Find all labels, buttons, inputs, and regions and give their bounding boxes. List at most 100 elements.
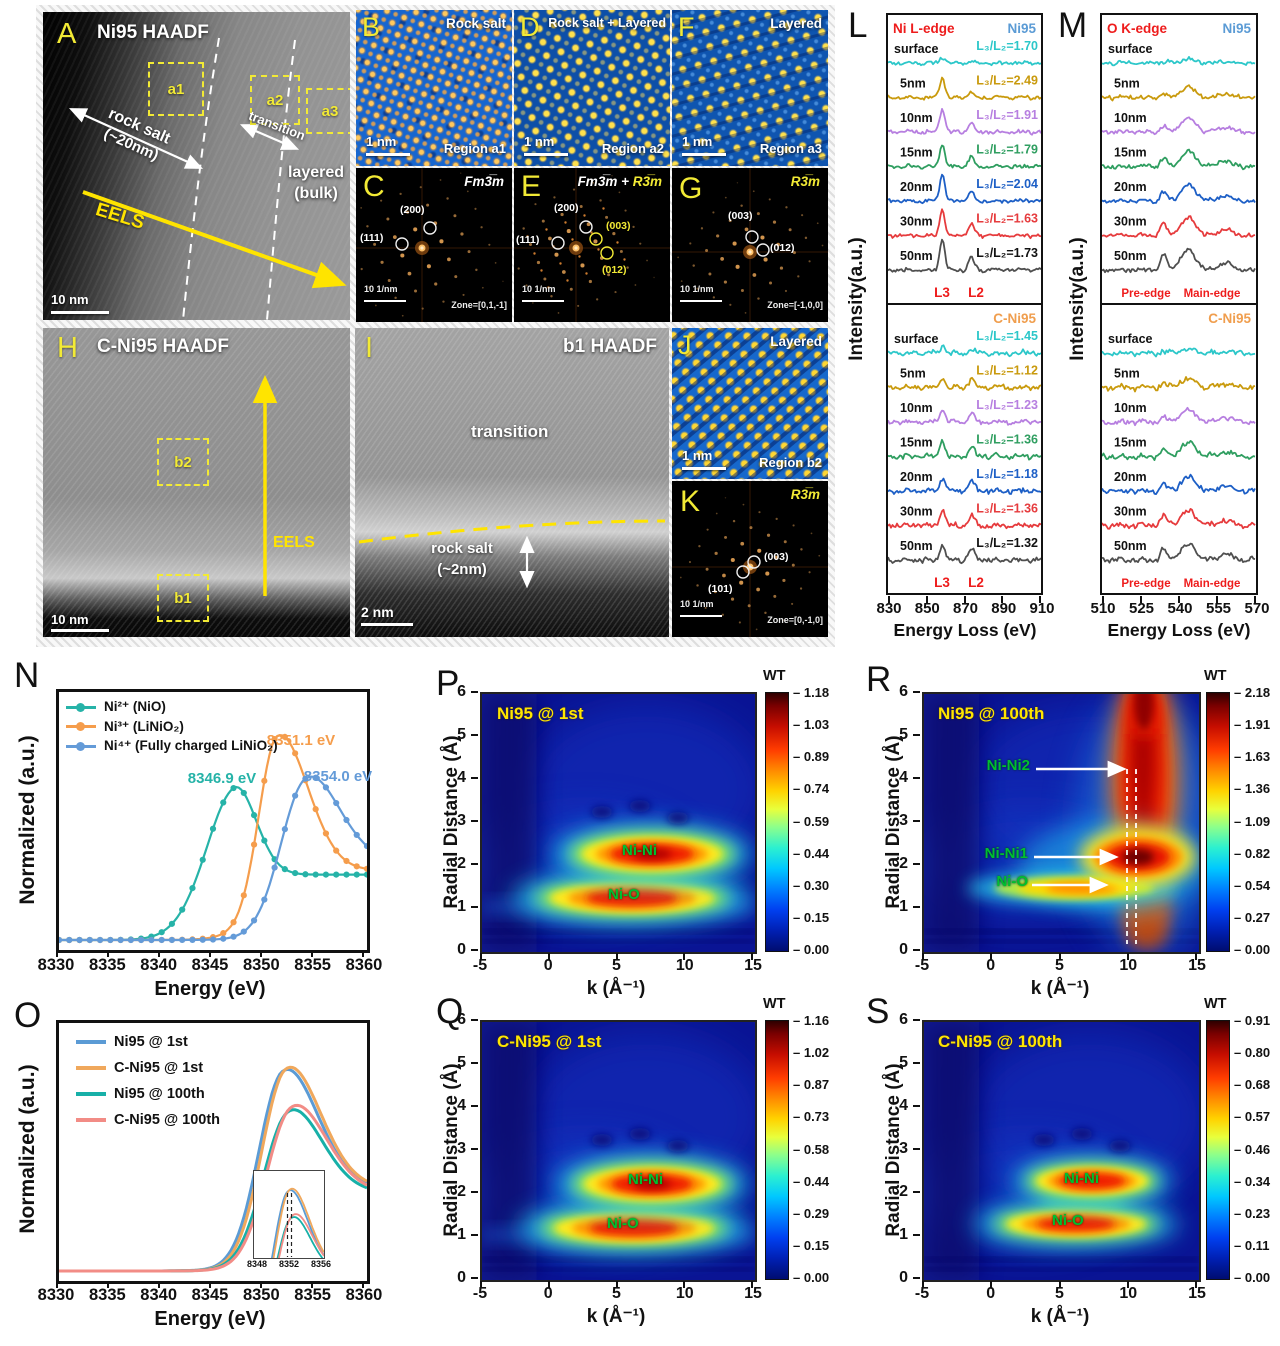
svg-text-label: L₃/L₂=1.63 [976, 212, 1038, 226]
svg-text-label: 10nm [1114, 401, 1147, 415]
fft-spot [688, 560, 692, 564]
svg-text-label: 10nm [1114, 111, 1147, 125]
panel-r-heatmap [918, 669, 1219, 954]
data-point-marker [148, 936, 155, 944]
colorbar-tick-label: – 0.80 [1234, 1045, 1271, 1061]
tick-mark [913, 820, 920, 822]
eels-trace [1101, 215, 1256, 239]
fft-spot [453, 214, 457, 218]
fft-spot [624, 209, 627, 212]
data-point-marker [271, 864, 278, 871]
fft-spot [592, 181, 595, 184]
x-tick-label: 510 [1090, 600, 1116, 617]
fft-spot-ring [579, 220, 593, 234]
tick-mark [913, 1277, 920, 1279]
panel-k: K R3̅m (003) (101) 10 1/nm Zone=[0,-1,0] [672, 481, 828, 637]
fft-spot [804, 236, 808, 240]
fft-spot [442, 300, 445, 303]
colorbar-tick-label: – 1.09 [1234, 813, 1271, 829]
tick-mark [471, 691, 478, 693]
data-point-marker [363, 871, 371, 878]
fft-spot [766, 533, 771, 537]
tick-mark [615, 1281, 618, 1288]
panel-l-cni95-plot: C-Ni95 surface L₃/L₂=1.45 5nm L₃/L₂=1.12 10nm… [886, 303, 1043, 595]
data-point-marker [250, 917, 258, 924]
fft-center-spot-core [420, 246, 424, 250]
colorbar-tick-label: – 0.74 [793, 781, 830, 797]
fft-spot [439, 179, 442, 181]
svg-text-label: L₃/L₂=2.49 [976, 74, 1038, 88]
panel-m-letter: M [1058, 6, 1088, 45]
tick-mark [311, 1281, 313, 1288]
fft-spot [439, 239, 444, 244]
fft-spot [580, 263, 585, 268]
tick-mark [158, 950, 160, 957]
svg-text-label: 15nm [900, 146, 933, 160]
panel-k-fft-pattern [672, 481, 828, 637]
y-tick-label: 5 [457, 1054, 466, 1071]
svg-text-label: 5nm [1114, 367, 1140, 381]
fft-spot [749, 526, 753, 530]
colorbar-tick-label: – 0.82 [1234, 845, 1271, 861]
panel-n-xlabel: Energy (eV) [154, 978, 266, 1000]
fft-spot [705, 567, 709, 571]
legend-item: Ni⁴⁺ (Fully charged LiNiO₂) [66, 738, 278, 754]
heatmap-blob [1033, 1134, 1055, 1146]
data-point-marker [271, 736, 278, 743]
panel-g: G R3̅m (003) (012) 10 1/nm Zone=[-1,0,0] [672, 168, 828, 322]
colorbar-tick-label: – 0.57 [1234, 1109, 1271, 1125]
data-point-marker [138, 936, 145, 944]
svg-text-label: Main-edge [1184, 578, 1241, 590]
fft-spot [713, 590, 717, 594]
panel-k-phase: R3̅m [790, 487, 820, 502]
fft-spot [708, 272, 712, 276]
data-point-marker [322, 784, 330, 791]
fft-spot [730, 557, 735, 563]
fft-spot [765, 571, 770, 576]
colorbar-tick-label: – 0.34 [1234, 1173, 1271, 1189]
panel-l-x-ticks: 830 850 870 890 910 [870, 600, 1061, 617]
svg-text-label: Ni95 [1007, 21, 1036, 36]
fft-spot [756, 212, 760, 216]
eels-trace [887, 144, 1042, 170]
fft-spot [808, 260, 811, 263]
eels-trace [1101, 473, 1256, 495]
panel-q-colorbar-ticks: – 1.16 – 1.02 – 0.87 – 0.73 – 0.58 – 0.44 – 0.… [793, 1013, 829, 1285]
panel-g-phase: R3̅m [790, 174, 820, 189]
scale-bar [524, 153, 568, 156]
data-point-marker [250, 812, 258, 819]
panel-a-overlay [68, 37, 347, 320]
x-tick-label: 525 [1128, 600, 1155, 617]
tick-mark [471, 1062, 478, 1064]
spot-003-label: (003) [764, 551, 789, 563]
fft-spot [773, 594, 777, 598]
svg-text-label: L₃/L₂=1.70 [976, 39, 1038, 53]
panel-o-x-tick-marks [56, 1281, 364, 1288]
x-tick-label: -5 [472, 957, 488, 974]
fft-spot [782, 578, 786, 583]
x-tick-label: 15 [744, 957, 762, 974]
panel-b: B Rock salt 1 nm Region a1 [356, 10, 512, 166]
eels-trace [887, 543, 1042, 565]
eels-trace [887, 56, 1042, 67]
data-point-marker [281, 866, 288, 873]
y-tick-label: 4 [899, 1097, 908, 1114]
y-tick-label: 5 [899, 726, 908, 743]
y-tick-label: 4 [899, 769, 908, 786]
heatmap-blob [591, 1134, 613, 1146]
fft-spot [776, 242, 781, 247]
region-b2-label: b2 [174, 453, 192, 471]
fft-spot [773, 304, 775, 307]
x-tick-label: 0 [986, 957, 996, 974]
panel-q-y-tick-marks [471, 1019, 478, 1279]
fft-spot [588, 279, 592, 284]
panel-l-letter: L [848, 6, 868, 45]
tick-mark [471, 1234, 478, 1236]
fft-spot [724, 196, 727, 199]
fft-spot [696, 584, 699, 587]
fft-spot [774, 555, 778, 560]
scale-bar [522, 300, 564, 302]
tick-mark [990, 953, 993, 960]
panel-f-title: Layered [770, 16, 822, 31]
legend-marker [76, 1066, 106, 1070]
